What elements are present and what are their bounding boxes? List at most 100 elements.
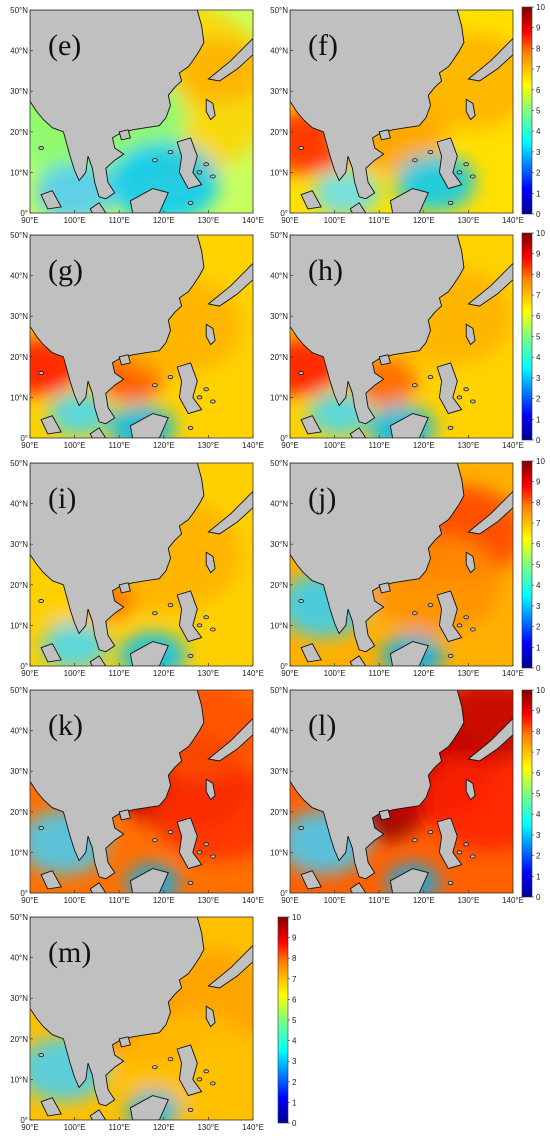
y-tick-label: 40°N <box>270 500 288 509</box>
y-tick-label: 20°N <box>270 581 288 590</box>
y-tick-label: 30°N <box>10 767 28 776</box>
island <box>89 655 107 666</box>
colorbar-tick-label: 0 <box>536 436 541 445</box>
map-panel: (l) 90°E 100°E 110°E 120°E 130°E 140°E 0° 10°N 20… <box>270 686 524 905</box>
x-tick-label: 90°E <box>281 441 298 450</box>
colorbar: 0 1 2 3 4 5 6 7 8 9 10 <box>521 686 545 902</box>
colorbar-tick-label: 3 <box>292 1057 297 1066</box>
x-tick-label: 100°E <box>324 896 346 905</box>
map-panel: (k) 90°E 100°E 110°E 120°E 130°E 140°E 0° 10°N 20… <box>10 686 264 905</box>
plot-frame <box>289 234 514 439</box>
colorbar-tick-label: 8 <box>536 44 541 53</box>
y-tick-label: 0° <box>280 434 288 443</box>
y-tick-label: 30°N <box>270 767 288 776</box>
colorbar-tick-label: 0 <box>536 893 541 902</box>
colorbar-tick-label: 3 <box>536 831 541 840</box>
islet <box>412 838 418 843</box>
islet <box>196 395 203 400</box>
colorbar-tick-label: 7 <box>292 975 297 984</box>
y-tick-label: 0° <box>280 662 288 671</box>
x-tick-label: 120°E <box>153 216 175 225</box>
y-tick-label: 20°N <box>270 128 288 137</box>
island <box>436 362 463 415</box>
island <box>207 944 253 989</box>
islet <box>152 838 158 843</box>
x-tick-label: 140°E <box>242 1123 264 1132</box>
colorbar-tick-label: 6 <box>536 540 541 549</box>
islet <box>427 603 434 608</box>
y-tick-label: 50°N <box>10 6 28 15</box>
x-tick-label: 120°E <box>153 669 175 678</box>
island <box>465 551 476 574</box>
x-tick-label: 90°E <box>21 216 38 225</box>
x-tick-label: 120°E <box>413 216 435 225</box>
land-mass <box>30 10 205 200</box>
y-tick-label: 20°N <box>10 808 28 817</box>
islet <box>412 611 418 616</box>
colorbar-tick-label: 9 <box>536 24 541 33</box>
island <box>378 354 391 366</box>
islet <box>463 842 469 847</box>
islet <box>187 880 194 885</box>
island <box>300 643 322 663</box>
y-tick-label: 40°N <box>270 727 288 736</box>
island <box>389 868 429 893</box>
islet <box>38 599 44 604</box>
x-tick-label: 130°E <box>197 1123 219 1132</box>
colorbar-tick-label: 0 <box>536 210 541 219</box>
x-tick-label: 130°E <box>197 216 219 225</box>
x-tick-label: 140°E <box>242 216 264 225</box>
x-tick-label: 130°E <box>457 216 479 225</box>
colorbar-tick-label: 1 <box>536 643 541 652</box>
islet <box>167 150 174 155</box>
colorbar-tick-label: 6 <box>292 995 297 1004</box>
island <box>40 415 62 435</box>
island <box>436 590 463 643</box>
panel-label: (f) <box>308 29 338 62</box>
islet <box>456 395 463 400</box>
island <box>205 551 216 574</box>
island <box>465 323 476 346</box>
y-tick-label: 30°N <box>10 540 28 549</box>
y-tick-label: 30°N <box>10 994 28 1003</box>
x-tick-label: 100°E <box>64 1123 86 1132</box>
colorbar-tick-label: 6 <box>536 86 541 95</box>
x-tick-label: 100°E <box>324 441 346 450</box>
islet <box>152 383 158 388</box>
x-tick-label: 140°E <box>502 896 524 905</box>
colorbar-tick-label: 6 <box>536 769 541 778</box>
colorbar-tick-label: 4 <box>536 810 541 819</box>
y-tick-label: 30°N <box>10 312 28 321</box>
land-mass <box>30 690 205 880</box>
islet <box>152 1065 158 1070</box>
x-tick-label: 90°E <box>21 669 38 678</box>
panel-label: (g) <box>48 254 83 287</box>
colorbar-gradient <box>277 916 289 1124</box>
islet <box>196 1077 203 1082</box>
colorbar-tick-label: 8 <box>536 270 541 279</box>
colorbar-tick-label: 5 <box>536 790 541 799</box>
colorbar-tick-label: 10 <box>536 686 545 695</box>
x-tick-label: 110°E <box>109 896 130 905</box>
islet <box>38 1053 44 1058</box>
islet <box>167 375 174 380</box>
islet <box>167 830 174 835</box>
island <box>40 1097 62 1117</box>
colorbar-tick-label: 4 <box>292 1037 297 1046</box>
y-tick-label: 10°N <box>270 848 288 857</box>
x-tick-label: 110°E <box>369 896 390 905</box>
islet <box>456 850 463 855</box>
colorbar-gradient <box>521 689 533 898</box>
colorbar-tick-label: 3 <box>536 148 541 157</box>
land-mass <box>290 10 465 200</box>
x-tick-label: 130°E <box>457 669 479 678</box>
island <box>176 817 203 870</box>
colorbar-tick-label: 1 <box>536 415 541 424</box>
islet <box>447 880 454 885</box>
x-tick-label: 90°E <box>21 896 38 905</box>
y-tick-label: 40°N <box>270 47 288 56</box>
islet <box>298 371 304 376</box>
x-tick-label: 140°E <box>502 441 524 450</box>
islet <box>210 399 216 404</box>
island <box>40 190 62 210</box>
